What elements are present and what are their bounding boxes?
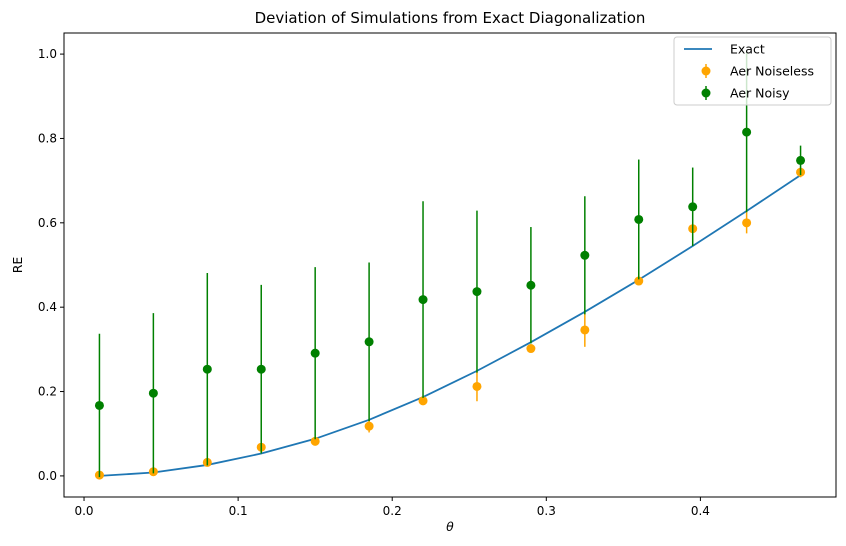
data-point	[526, 280, 536, 290]
legend-swatch-aer-noiseless	[701, 64, 711, 78]
data-point	[148, 388, 158, 398]
axes-frame	[63, 32, 837, 498]
data-point	[202, 364, 212, 374]
series-layer	[94, 51, 806, 480]
series-aer-noiseless	[94, 167, 806, 480]
y-tick-label: 0.2	[38, 385, 57, 399]
y-tick-label: 0.6	[38, 216, 57, 230]
data-point	[526, 344, 536, 354]
data-point	[742, 127, 752, 137]
legend-swatch-aer-noisy	[701, 86, 711, 100]
x-tick-label: 0.2	[383, 504, 402, 518]
data-point	[310, 436, 320, 446]
data-point	[364, 421, 374, 431]
data-point	[418, 295, 428, 305]
legend-label-aer-noiseless: Aer Noiseless	[730, 64, 814, 79]
legend-label-aer-noisy: Aer Noisy	[730, 86, 790, 101]
data-point	[580, 250, 590, 260]
data-point	[634, 214, 644, 224]
x-tick-label: 0.1	[229, 504, 248, 518]
y-tick-label: 0.0	[38, 469, 57, 483]
data-point	[256, 364, 266, 374]
y-tick-label: 1.0	[38, 47, 57, 61]
y-axis-label: RE	[10, 257, 25, 274]
data-point	[580, 325, 590, 335]
plot-area	[64, 33, 836, 497]
data-point	[472, 287, 482, 297]
legend: Exact Aer Noiseless Aer Noisy	[673, 36, 832, 106]
data-point	[418, 396, 428, 406]
data-point	[94, 400, 104, 410]
y-tick-label: 0.8	[38, 131, 57, 145]
data-point	[796, 155, 806, 165]
data-point	[472, 381, 482, 391]
x-axis-label: θ	[446, 519, 454, 534]
data-point	[688, 202, 698, 212]
x-tick-label: 0.3	[537, 504, 556, 518]
legend-label-exact: Exact	[730, 42, 765, 57]
data-point	[364, 337, 374, 347]
y-tick-label: 0.4	[38, 300, 57, 314]
data-point	[310, 348, 320, 358]
data-point	[634, 276, 644, 286]
y-axis: 0.0 0.2 0.4 0.6 0.8 1.0	[38, 47, 64, 483]
x-tick-label: 0.4	[691, 504, 710, 518]
series-line-exact	[99, 174, 802, 477]
chart-title: Deviation of Simulations from Exact Diag…	[255, 9, 646, 27]
x-tick-label: 0.0	[74, 504, 93, 518]
x-axis: 0.0 0.1 0.2 0.3 0.4	[74, 497, 710, 518]
series-aer-noisy	[94, 51, 806, 478]
legend-box	[673, 36, 832, 106]
data-point	[742, 218, 752, 228]
